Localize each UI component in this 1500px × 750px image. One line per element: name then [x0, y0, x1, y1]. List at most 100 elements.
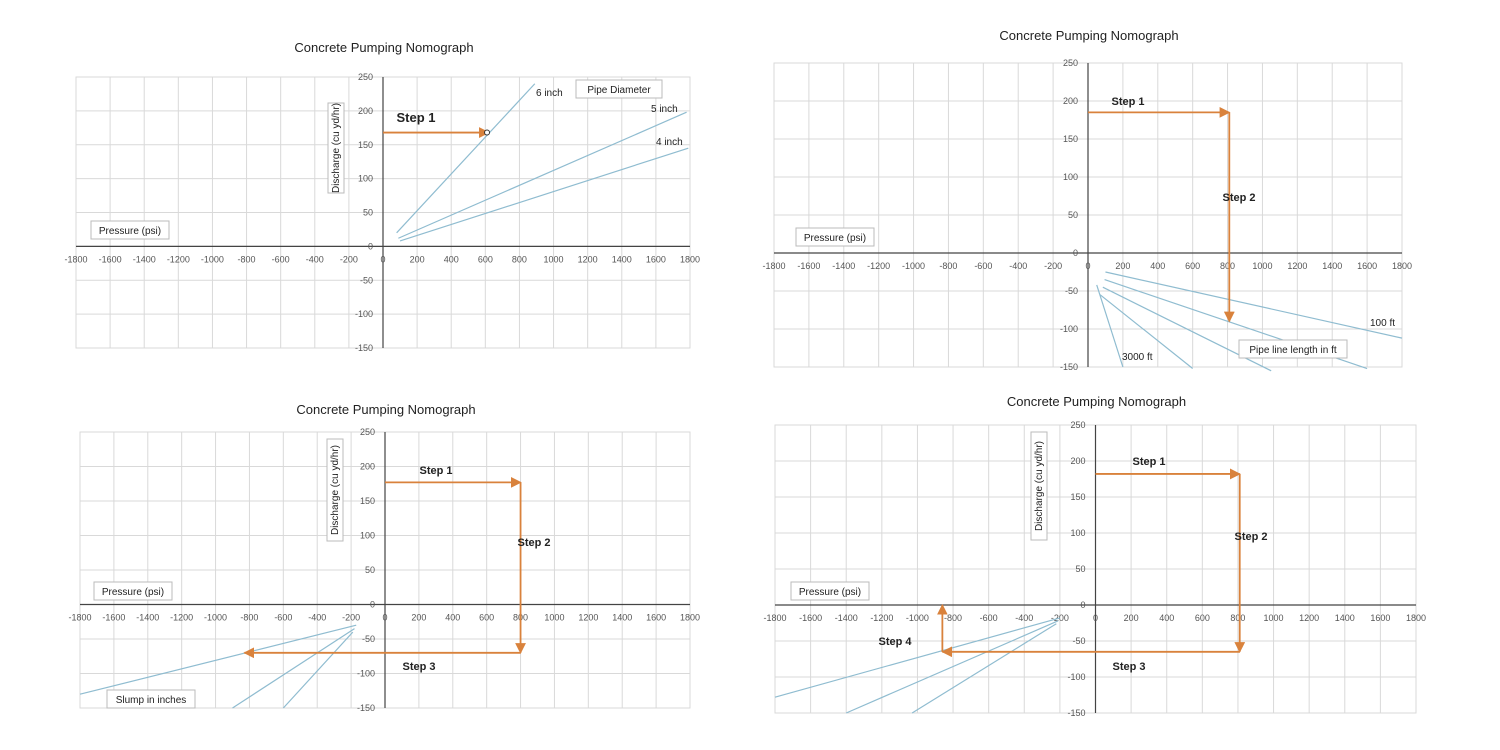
y-tick-label: 200	[1070, 456, 1085, 466]
nomograph-panel-2: Concrete Pumping Nomograph -1800 -1600 -14…	[762, 28, 1412, 373]
x-tick-label: 1400	[612, 254, 632, 264]
x-axis-label: Pressure (psi)	[804, 233, 866, 244]
x-tick-label: -600	[974, 261, 992, 271]
x-tick-label: 600	[1185, 261, 1200, 271]
x-tick-label: 400	[1159, 613, 1174, 623]
x-tick-label: -1200	[870, 613, 893, 623]
x-tick-label: -1000	[204, 613, 227, 623]
nomograph-plot-3: -1800 -1600 -1400 -1200 -1000 -800 -600 -400 -20…	[68, 427, 700, 713]
series-line	[282, 631, 354, 709]
series-line	[396, 83, 536, 234]
x-tick-label: 800	[1220, 261, 1235, 271]
y-tick-label: 50	[363, 208, 373, 218]
x-tick-label: -200	[342, 613, 360, 623]
x-tick-label: 1800	[680, 254, 700, 264]
x-tick-label: 1600	[1370, 613, 1390, 623]
series-group-label: Pipe line length in ft	[1249, 345, 1337, 356]
x-tick-label: -1800	[763, 613, 786, 623]
x-tick-label: -1200	[170, 613, 193, 623]
y-tick-label: -100	[1067, 672, 1085, 682]
y-tick-label: -100	[357, 669, 375, 679]
y-tick-label: 50	[1068, 210, 1078, 220]
step-label: Step 2	[517, 537, 550, 549]
x-tick-label: 1600	[1357, 261, 1377, 271]
x-tick-label: 600	[478, 254, 493, 264]
y-tick-label: -150	[1060, 362, 1078, 372]
x-tick-label: 0	[380, 254, 385, 264]
y-tick-label: 0	[370, 600, 375, 610]
x-tick-label: -400	[308, 613, 326, 623]
y-axis-label-box	[326, 438, 344, 542]
y-tick-label: -100	[355, 309, 373, 319]
y-axis-label: Discharge (cu yd/hr)	[331, 103, 342, 193]
step-label: Step 1	[419, 465, 452, 477]
y-tick-label: 200	[358, 106, 373, 116]
y-tick-label: 0	[1073, 248, 1078, 258]
series-label: 4 inch	[656, 137, 683, 148]
step-label: Step 1	[396, 110, 435, 125]
x-tick-label: -1200	[867, 261, 890, 271]
x-tick-label: 1800	[1392, 261, 1412, 271]
x-tick-label: -200	[340, 254, 358, 264]
x-tick-label: 1600	[646, 254, 666, 264]
series-group-label-box	[1238, 339, 1348, 359]
nomograph-panel-1: Concrete Pumping Nomograph -1800 -1600 -14…	[64, 40, 700, 353]
nomograph-panel-4: Concrete Pumping Nomograph -1800 -1600 -14…	[763, 394, 1426, 718]
series-label: 3000 ft	[1122, 352, 1153, 363]
x-tick-label: 200	[411, 613, 426, 623]
x-tick-label: -1800	[64, 254, 87, 264]
series-line	[774, 617, 1061, 698]
x-axis-label: Pressure (psi)	[102, 587, 164, 598]
x-tick-label: -400	[1015, 613, 1033, 623]
x-tick-label: -400	[306, 254, 324, 264]
y-tick-label: 100	[360, 531, 375, 541]
x-tick-label: 400	[445, 613, 460, 623]
y-tick-label: 100	[1063, 172, 1078, 182]
y-tick-label: 250	[1063, 58, 1078, 68]
x-tick-label: -1000	[902, 261, 925, 271]
intersection-marker	[484, 129, 491, 136]
x-tick-label: -800	[944, 613, 962, 623]
x-tick-label: 1200	[1299, 613, 1319, 623]
x-tick-label: 1000	[544, 254, 564, 264]
x-tick-label: 0	[382, 613, 387, 623]
y-tick-label: -50	[1065, 286, 1078, 296]
y-axis-label: Discharge (cu yd/hr)	[1034, 441, 1045, 531]
x-tick-label: 1800	[680, 613, 700, 623]
x-tick-label: -1200	[167, 254, 190, 264]
y-tick-label: 250	[360, 427, 375, 437]
series-label: 5 inch	[651, 104, 678, 115]
x-tick-label: 0	[1093, 613, 1098, 623]
series-line	[232, 628, 355, 709]
chart-title: Concrete Pumping Nomograph	[999, 28, 1179, 43]
nomograph-plot-2: -1800 -1600 -1400 -1200 -1000 -800 -600 -400 -20…	[762, 58, 1412, 372]
x-axis-label-box	[790, 581, 870, 601]
x-tick-label: 200	[1115, 261, 1130, 271]
x-tick-label: -600	[272, 254, 290, 264]
series-line	[1105, 271, 1403, 339]
y-tick-label: -100	[1060, 324, 1078, 334]
x-tick-label: -1400	[133, 254, 156, 264]
x-tick-label: 1200	[1287, 261, 1307, 271]
series-line	[398, 111, 687, 239]
nomograph-plot-1: -1800 -1600 -1400 -1200 -1000 -800 -600 -400 -20…	[64, 72, 700, 353]
series-label: 6 inch	[536, 88, 563, 99]
x-tick-label: -800	[939, 261, 957, 271]
step-label: Step 4	[878, 636, 912, 648]
x-tick-label: -800	[240, 613, 258, 623]
x-tick-label: 1200	[578, 613, 598, 623]
x-tick-label: 1000	[544, 613, 564, 623]
x-tick-label: -1800	[762, 261, 785, 271]
x-tick-label: 1400	[1322, 261, 1342, 271]
chart-title: Concrete Pumping Nomograph	[296, 402, 476, 417]
x-tick-label: 600	[479, 613, 494, 623]
y-tick-label: 50	[365, 565, 375, 575]
y-tick-label: -150	[1067, 708, 1085, 718]
series-group-label: Pipe Diameter	[587, 85, 651, 96]
y-tick-label: -50	[362, 634, 375, 644]
step-label: Step 1	[1132, 456, 1165, 468]
x-tick-label: 1400	[612, 613, 632, 623]
x-axis-label: Pressure (psi)	[799, 587, 861, 598]
x-tick-label: -600	[274, 613, 292, 623]
x-tick-label: 600	[1195, 613, 1210, 623]
